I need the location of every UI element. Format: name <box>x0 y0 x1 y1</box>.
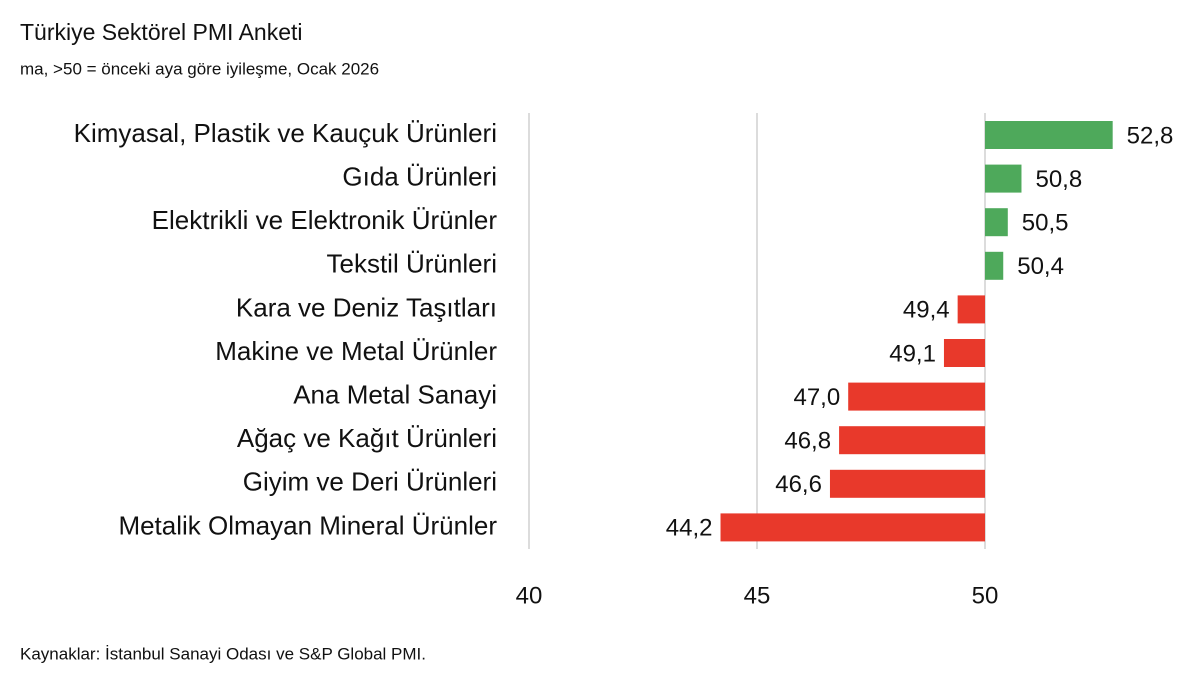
value-label: 49,4 <box>903 297 950 324</box>
bar <box>985 164 1022 193</box>
value-label: 46,8 <box>784 428 831 455</box>
value-label: 44,2 <box>666 515 713 542</box>
value-label: 50,5 <box>1022 210 1069 237</box>
bar <box>829 469 985 498</box>
bar <box>839 426 985 455</box>
y-tick-label: Tekstil Ürünleri <box>327 249 498 279</box>
bar <box>943 339 985 367</box>
y-tick-label: Gıda Ürünleri <box>342 161 497 191</box>
source-note: Kaynaklar: İstanbul Sanayi Odası ve S&P … <box>20 644 426 663</box>
y-tick-label: Kara ve Deniz Taşıtları <box>236 292 497 322</box>
y-tick-label: Elektrikli ve Elektronik Ürünler <box>152 205 498 235</box>
chart-subtitle: ma, >50 = önceki aya göre iyileşme, Ocak… <box>20 59 379 78</box>
y-tick-label: Makine ve Metal Ürünler <box>215 336 497 366</box>
bar <box>985 251 1004 280</box>
bar <box>720 513 985 542</box>
y-tick-label: Ana Metal Sanayi <box>293 379 497 409</box>
bar <box>848 382 985 411</box>
bar <box>957 295 985 324</box>
x-tick-label: 40 <box>516 582 543 609</box>
y-tick-label: Ağaç ve Kağıt Ürünleri <box>237 423 497 453</box>
bar <box>985 121 1113 149</box>
value-label: 50,8 <box>1035 166 1082 193</box>
value-label: 47,0 <box>793 384 840 411</box>
x-tick-label: 45 <box>744 582 771 609</box>
y-tick-label: Giyim ve Deri Ürünleri <box>243 467 497 497</box>
bar <box>985 208 1008 237</box>
y-tick-label: Kimyasal, Plastik ve Kauçuk Ürünleri <box>74 118 497 148</box>
y-tick-label: Metalik Olmayan Mineral Ürünler <box>118 510 497 540</box>
value-label: 52,8 <box>1127 122 1174 149</box>
chart-title: Türkiye Sektörel PMI Anketi <box>20 19 303 45</box>
value-label: 46,6 <box>775 471 822 498</box>
value-label: 50,4 <box>1017 253 1064 280</box>
x-tick-label: 50 <box>972 582 999 609</box>
value-label: 49,1 <box>889 340 936 367</box>
